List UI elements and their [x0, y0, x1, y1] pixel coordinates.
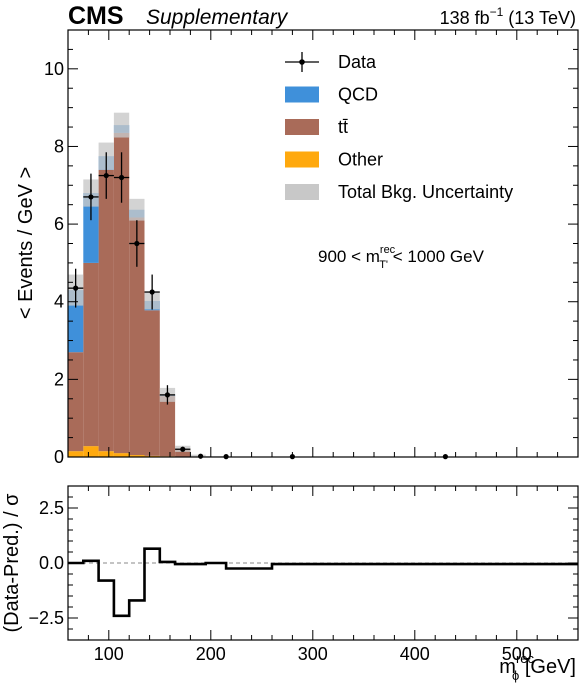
luminosity-label: 138 fb−1 (13 TeV) — [440, 5, 576, 28]
y-tick-label: 4 — [54, 292, 64, 312]
data-point — [134, 240, 140, 247]
residual-step-line — [68, 547, 578, 618]
other-bar — [83, 446, 99, 457]
legend: Data QCD tt̄ Other Total Bkg. Uncertainty — [285, 52, 513, 202]
legend-swatch-ttbar — [285, 119, 319, 135]
ratio-y-tick-label: 2.5 — [39, 498, 64, 518]
legend-label-other: Other — [338, 150, 383, 170]
other-bar — [98, 451, 114, 457]
legend-label-unc: Total Bkg. Uncertainty — [338, 182, 513, 202]
ttbar-bar — [175, 448, 191, 457]
data-point — [180, 446, 186, 452]
data-point — [73, 285, 79, 291]
uncertainty-band — [129, 198, 145, 221]
x-tick-label: 200 — [196, 644, 226, 664]
x-tick-label: 100 — [94, 644, 124, 664]
y-tick-label: 10 — [44, 59, 64, 79]
uncertainty-band — [113, 112, 130, 138]
data-point — [198, 453, 204, 459]
ttbar-bar — [144, 310, 160, 456]
other-bar — [113, 453, 130, 457]
qcd-bar — [68, 290, 84, 353]
legend-swatch-other — [285, 151, 319, 168]
data-point — [149, 289, 155, 295]
x-tick-label: 300 — [298, 644, 328, 664]
legend-data-marker-dot — [299, 59, 305, 65]
data-point — [118, 174, 125, 181]
main-y-axis-label: < Events / GeV > — [15, 167, 37, 319]
legend-swatch-unc — [285, 184, 319, 200]
supplementary-label: Supplementary — [146, 6, 289, 29]
ttbar-bar — [113, 132, 130, 454]
ratio-y-axis-label: (Data-Pred.) / σ — [1, 493, 23, 633]
main-panel-frame — [67, 29, 579, 458]
x-axis-label: mrec ϕ [GeV] — [499, 651, 576, 683]
mass-window-annotation: 900 < mrec T' < 1000 GeV — [318, 244, 485, 271]
y-tick-label: 2 — [54, 369, 64, 389]
other-bar — [129, 455, 145, 457]
y-tick-label: 0 — [54, 447, 64, 467]
qcd-bar — [83, 193, 99, 263]
data-point — [88, 194, 94, 200]
ttbar-bar — [98, 169, 114, 452]
cms-label: CMS — [68, 2, 124, 30]
main-panel: 0 2 4 6 8 10 — [44, 30, 578, 467]
data-point — [103, 172, 109, 179]
x-tick-label: 400 — [400, 644, 430, 664]
ttbar-bar — [68, 352, 84, 452]
ratio-panel: 2.5 0.0 −2.5 100 200 300 400 500 — [28, 486, 578, 664]
other-bar — [68, 451, 84, 457]
ttbar-bar — [159, 396, 176, 457]
data-point — [164, 392, 171, 398]
legend-swatch-qcd — [285, 86, 319, 103]
ttbar-bar — [83, 262, 99, 447]
y-tick-label: 8 — [54, 136, 64, 156]
ratio-y-tick-label: 0.0 — [39, 553, 64, 573]
legend-label-data: Data — [338, 52, 377, 72]
ratio-panel-frame — [67, 485, 579, 641]
ttbar-bar — [129, 217, 145, 456]
y-tick-label: 6 — [54, 214, 64, 234]
x-tick-label: 500 — [502, 644, 532, 664]
legend-label-qcd: QCD — [338, 85, 378, 105]
ratio-y-tick-label: −2.5 — [28, 608, 64, 628]
legend-label-ttbar: tt̄ — [338, 117, 348, 137]
